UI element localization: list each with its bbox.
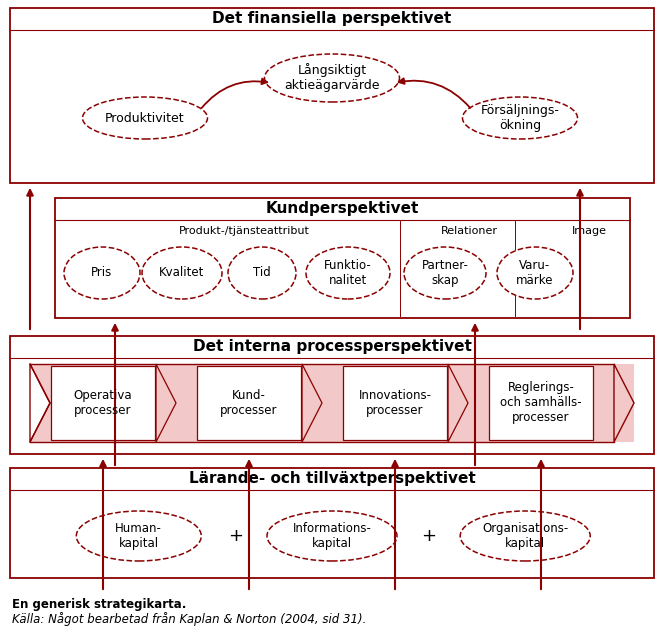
Polygon shape [448, 364, 468, 442]
Bar [197, 366, 301, 440]
Text: Tid: Tid [253, 266, 271, 280]
Ellipse shape [142, 247, 222, 299]
Text: Operativa
processer: Operativa processer [74, 389, 132, 417]
Bar [10, 468, 654, 578]
Text: Funktio-
nalitet: Funktio- nalitet [324, 259, 372, 287]
Text: Kund-
processer: Kund- processer [220, 389, 278, 417]
Text: Human-
kapital: Human- kapital [116, 522, 162, 550]
Polygon shape [302, 364, 322, 442]
Text: Källa: Något bearbetad från Kaplan & Norton (2004, sid 31).: Källa: Något bearbetad från Kaplan & Nor… [12, 612, 367, 626]
Text: +: + [421, 527, 436, 545]
Ellipse shape [82, 97, 207, 139]
Text: Organisations-
kapital: Organisations- kapital [482, 522, 568, 550]
Bar [343, 366, 447, 440]
Text: Informations-
kapital: Informations- kapital [293, 522, 371, 550]
Text: Kvalitet: Kvalitet [159, 266, 205, 280]
Text: Relationer: Relationer [440, 226, 497, 236]
Ellipse shape [463, 97, 578, 139]
Ellipse shape [404, 247, 486, 299]
Bar [51, 366, 155, 440]
Ellipse shape [267, 511, 397, 561]
Ellipse shape [64, 247, 140, 299]
Text: Det interna processperspektivet: Det interna processperspektivet [193, 340, 471, 355]
Polygon shape [30, 364, 50, 442]
Bar [30, 364, 634, 442]
Text: Innovations-
processer: Innovations- processer [359, 389, 432, 417]
Ellipse shape [497, 247, 573, 299]
Polygon shape [156, 364, 176, 442]
Text: Långsiktigt
aktieägarvärde: Långsiktigt aktieägarvärde [284, 64, 380, 93]
Text: Reglerings-
och samhälls-
processer: Reglerings- och samhälls- processer [500, 382, 582, 425]
Text: Produkt-/tjänsteattribut: Produkt-/tjänsteattribut [179, 226, 310, 236]
Bar [55, 198, 630, 318]
Ellipse shape [460, 511, 590, 561]
Text: Produktivitet: Produktivitet [105, 112, 185, 125]
Ellipse shape [76, 511, 201, 561]
Text: Kundperspektivet: Kundperspektivet [266, 202, 419, 217]
Text: Image: Image [572, 226, 608, 236]
Polygon shape [614, 364, 634, 442]
Ellipse shape [306, 247, 390, 299]
Text: Lärande- och tillväxtperspektivet: Lärande- och tillväxtperspektivet [189, 471, 475, 486]
Text: Det finansiella perspektivet: Det finansiella perspektivet [212, 11, 452, 26]
Text: Partner-
skap: Partner- skap [422, 259, 468, 287]
Text: En generisk strategikarta.: En generisk strategikarta. [12, 598, 187, 611]
Ellipse shape [264, 54, 400, 102]
Text: Pris: Pris [92, 266, 113, 280]
Bar [10, 8, 654, 183]
Ellipse shape [228, 247, 296, 299]
Text: +: + [228, 527, 243, 545]
Bar [489, 366, 593, 440]
Text: Varu-
märke: Varu- märke [516, 259, 554, 287]
Text: Försäljnings-
ökning: Försäljnings- ökning [481, 104, 560, 132]
Bar [10, 336, 654, 454]
